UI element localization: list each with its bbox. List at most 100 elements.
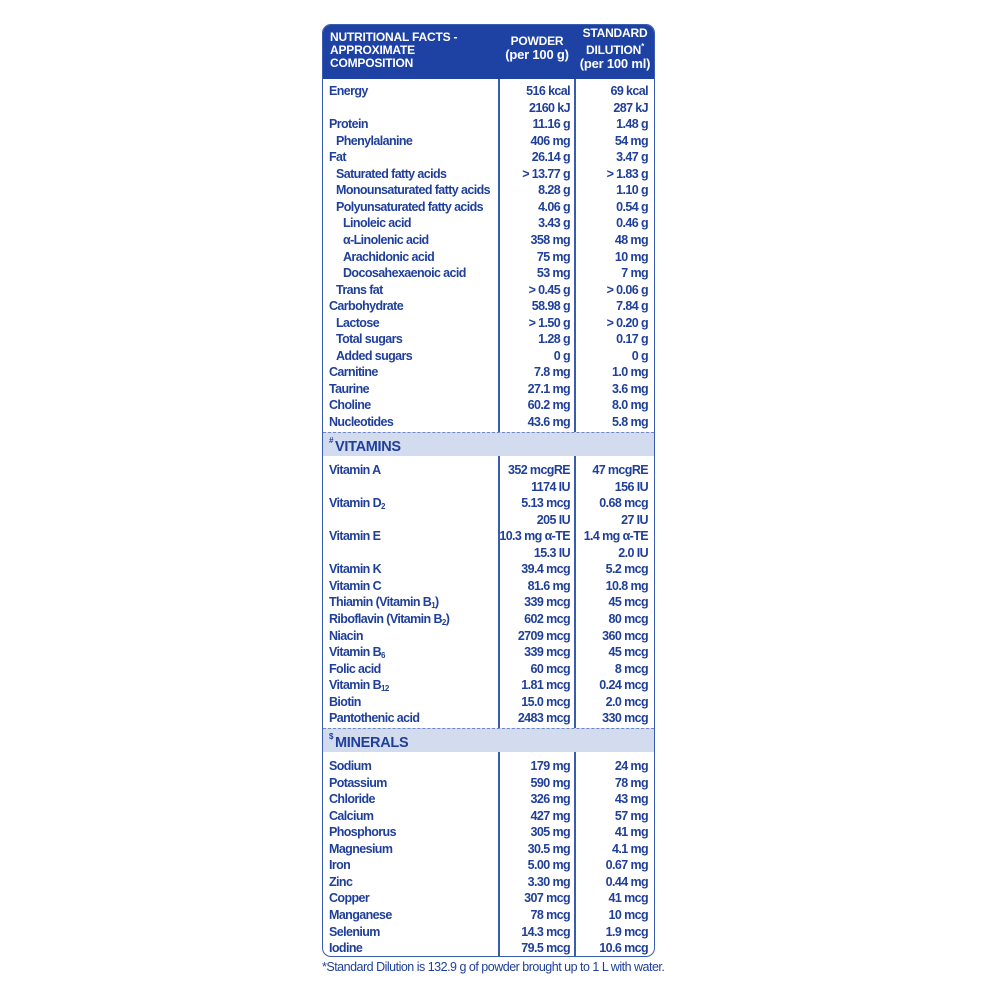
- nutrient-name: Vitamin E: [329, 529, 381, 544]
- nutrient-name: Vitamin D: [329, 496, 382, 511]
- table-row: Nucleotides 43.6 mg 5.8 mg: [323, 414, 654, 431]
- nutrient-name: Phenylalanine: [336, 133, 413, 148]
- nutrient-name: Vitamin C: [329, 578, 382, 593]
- powder-value-line: 602 mcg: [524, 611, 570, 626]
- table-row: Fat 26.14 g 3.47 g: [323, 149, 654, 166]
- dilution-value: 45 mcg: [609, 594, 649, 611]
- section-title: VITAMINS #: [329, 436, 401, 455]
- powder-value-line: 10.3 mg α-TE: [499, 529, 570, 544]
- nutrient-name: Carnitine: [329, 365, 378, 380]
- nutrient-label: Protein: [329, 116, 368, 133]
- header-powder-line: (per 100 g): [505, 47, 569, 62]
- nutrient-label: Carbohydrate: [329, 298, 404, 315]
- column-divider: [574, 751, 576, 956]
- powder-value-line: 406 mg: [530, 133, 571, 148]
- dilution-value-line: 7 mg: [621, 266, 648, 281]
- nutrient-name: Docosahexaenoic acid: [343, 266, 466, 281]
- header-powder: POWDER (per 100 g): [499, 35, 575, 62]
- powder-value-line: 427 mg: [530, 808, 571, 823]
- nutrient-subscript: 1: [431, 601, 436, 611]
- nutrient-name: Selenium: [329, 924, 380, 939]
- powder-value: 10.3 mg α-TE 15.3 IU: [499, 528, 570, 561]
- powder-value-line: 516 kcal: [526, 84, 570, 98]
- table-row: Sodium 179 mg 24 mg: [323, 758, 654, 775]
- dilution-value-line: 360 mcg: [602, 628, 648, 643]
- dilution-value: 54 mg: [615, 133, 649, 150]
- nutrient-label: Pantothenic acid: [329, 710, 420, 727]
- dilution-value: 0 g: [632, 348, 649, 365]
- powder-value: 81.6 mg: [528, 578, 571, 595]
- nutrient-label: Vitamin B6: [329, 644, 385, 665]
- powder-value-line: 60.2 mg: [527, 398, 571, 413]
- nutrient-name: Biotin: [329, 694, 361, 709]
- dilution-value-line: 10.8 mg: [605, 578, 649, 593]
- nutrient-name: Zinc: [329, 874, 353, 889]
- dilution-value-line: 80 mcg: [608, 611, 649, 626]
- dilution-value: 1.4 mg α-TE 2.0 IU: [584, 528, 649, 561]
- powder-value-line: 2160 kJ: [529, 100, 571, 115]
- powder-value: 27.1 mg: [528, 381, 571, 398]
- section-title-text: VITAMINS: [335, 439, 401, 455]
- nutrient-label: Vitamin K: [329, 561, 382, 578]
- table-row: Lactose > 1.50 g > 0.20 g: [323, 315, 654, 332]
- powder-value-line: 78 mcg: [530, 907, 571, 922]
- powder-value: 39.4 mcg: [521, 561, 570, 578]
- powder-value: 1.28 g: [538, 331, 570, 348]
- nutrient-label: Zinc: [329, 874, 353, 891]
- nutrient-name: Linoleic acid: [343, 216, 412, 231]
- table-row: Vitamin A 352 mcgRE 1174 IU 47 mcgRE 156 IU: [323, 462, 654, 495]
- powder-value-line: 8.28 g: [538, 183, 570, 198]
- dilution-value: 78 mg: [615, 775, 649, 792]
- powder-value-line: > 13.77 g: [522, 166, 570, 181]
- nutrient-label: Fat: [329, 149, 347, 166]
- table-row: Vitamin C 81.6 mg 10.8 mg: [323, 578, 654, 595]
- table-row: Magnesium 30.5 mg 4.1 mg: [323, 841, 654, 858]
- table-row: Phosphorus 305 mg 41 mg: [323, 824, 654, 841]
- dilution-mark: *: [641, 42, 644, 51]
- powder-value-line: 352 mcgRE: [508, 463, 571, 477]
- dilution-value: 2.0 mcg: [606, 694, 649, 711]
- nutrient-name: Magnesium: [329, 841, 393, 856]
- nutrient-name: Pantothenic acid: [329, 711, 420, 726]
- powder-value: 1.81 mcg: [521, 677, 570, 694]
- dilution-value-line: 8.0 mg: [612, 398, 649, 413]
- powder-value: 7.8 mg: [534, 364, 571, 381]
- powder-value: 590 mg: [531, 775, 571, 792]
- powder-value: 53 mg: [537, 265, 571, 282]
- table-row: α-Linolenic acid 358 mg 48 mg: [323, 232, 654, 249]
- nutrient-label: Copper: [329, 890, 370, 907]
- dilution-value: > 0.20 g: [606, 315, 649, 332]
- nutrient-label: Vitamin E: [329, 528, 381, 545]
- powder-value-line: 58.98 g: [531, 299, 571, 314]
- dilution-value-line: 47 mcgRE: [592, 463, 648, 477]
- nutrient-name: Lactose: [336, 315, 380, 330]
- header-dilution: STANDARD DILUTION* (per 100 ml): [575, 27, 654, 71]
- dilution-value-line: 2.0 IU: [618, 545, 648, 560]
- nutrient-name: Iron: [329, 858, 351, 873]
- section-title-text: MINERALS: [335, 735, 409, 751]
- nutrient-subscript: 2: [381, 502, 385, 512]
- section-mark: #: [329, 436, 334, 445]
- section-title: MINERALS $: [329, 732, 409, 751]
- table-row: Manganese 78 mcg 10 mcg: [323, 907, 654, 924]
- dilution-value: 5.8 mg: [612, 414, 649, 431]
- nutrient-name: Potassium: [329, 775, 387, 790]
- powder-value-line: 179 mg: [530, 759, 571, 773]
- dilution-value: 4.1 mg: [612, 841, 649, 858]
- nutrient-label: Chloride: [329, 791, 376, 808]
- dilution-value: 0.46 g: [616, 215, 648, 232]
- nutrient-name: Vitamin A: [329, 463, 381, 477]
- dilution-value-line: > 0.20 g: [606, 315, 649, 330]
- powder-value: 2483 mcg: [517, 710, 571, 727]
- powder-value-line: 2483 mcg: [517, 711, 571, 726]
- table-row: Trans fat > 0.45 g > 0.06 g: [323, 282, 654, 299]
- section-mark: $: [329, 732, 334, 741]
- dilution-value: 0.24 mcg: [599, 677, 648, 694]
- header-dilution-line: (per 100 ml): [579, 56, 651, 71]
- nutrient-label: Taurine: [329, 381, 370, 398]
- nutrient-label: Nucleotides: [329, 414, 394, 431]
- header-title-line: APPROXIMATE: [330, 43, 415, 57]
- nutrient-name: Taurine: [329, 381, 370, 396]
- nutrient-label: Vitamin C: [329, 578, 382, 595]
- table-row: Linoleic acid 3.43 g 0.46 g: [323, 215, 654, 232]
